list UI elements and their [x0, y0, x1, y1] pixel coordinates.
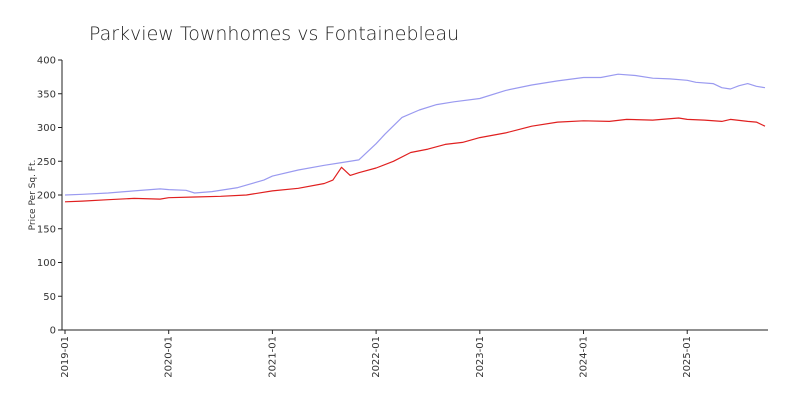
y-tick-label: 100: [37, 258, 56, 269]
y-axis-label: Price Per Sq. Ft.: [28, 160, 38, 231]
y-tick-label: 250: [37, 157, 56, 168]
y-tick-label: 150: [37, 224, 56, 235]
y-tick-label: 0: [50, 326, 56, 337]
x-tick-label: 2019-01: [60, 336, 71, 378]
series-line-blue: [64, 73, 766, 196]
series-line-red: [64, 117, 766, 203]
x-tick-label: 2020-01: [164, 336, 175, 378]
y-tick-label: 350: [37, 89, 56, 100]
y-tick-label: 50: [43, 292, 56, 303]
x-tick-label: 2023-01: [475, 336, 486, 378]
series-layer: [64, 73, 766, 203]
y-tick-label: 300: [37, 123, 56, 134]
x-ticks: 2019-01 2020-01 2021-01 2022-01 2023-01 2024-…: [60, 330, 693, 378]
y-tick-label: 200: [37, 191, 56, 202]
y-ticks: 0 50 100 150 200 250 300 350 400: [37, 56, 62, 337]
y-tick-label: 400: [37, 56, 56, 67]
x-tick-label: 2021-01: [267, 336, 278, 378]
x-tick-label: 2022-01: [371, 336, 382, 378]
x-tick-label: 2024-01: [579, 336, 590, 378]
chart-title: Parkview Townhomes vs Fontainebleau: [89, 23, 459, 45]
x-tick-label: 2025-01: [682, 336, 693, 378]
